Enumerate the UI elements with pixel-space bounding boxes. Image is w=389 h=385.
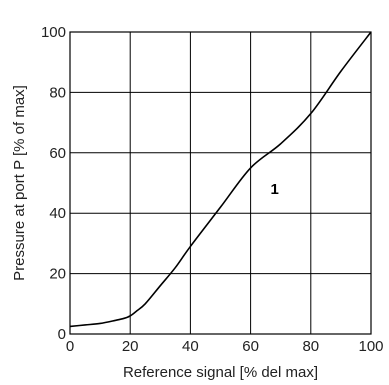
y-tick-label: 20 — [49, 266, 66, 283]
plot-frame — [69, 31, 372, 335]
x-tick-label: 60 — [242, 338, 259, 355]
y-tick-label: 60 — [49, 145, 66, 162]
x-tick-label: 0 — [66, 338, 74, 355]
y-tick-label: 100 — [41, 24, 66, 41]
tick-labels: 0 20 40 60 80 100 0 20 40 60 80 100 — [41, 24, 384, 355]
x-tick-label: 40 — [182, 338, 199, 355]
x-tick-label: 20 — [122, 338, 139, 355]
annotations: 1 — [271, 181, 279, 198]
curve-label: 1 — [271, 181, 279, 198]
x-axis-label: Reference signal [% del max] — [123, 364, 318, 381]
x-tick-label: 100 — [358, 338, 383, 355]
series-line — [69, 31, 372, 328]
y-tick-label: 0 — [58, 326, 66, 343]
y-tick-label: 40 — [49, 205, 66, 222]
y-axis-label: Pressure at port P [% of max] — [11, 85, 28, 281]
grid — [69, 31, 372, 335]
x-tick-label: 80 — [302, 338, 319, 355]
y-tick-label: 80 — [49, 84, 66, 101]
series-layer — [69, 31, 372, 328]
